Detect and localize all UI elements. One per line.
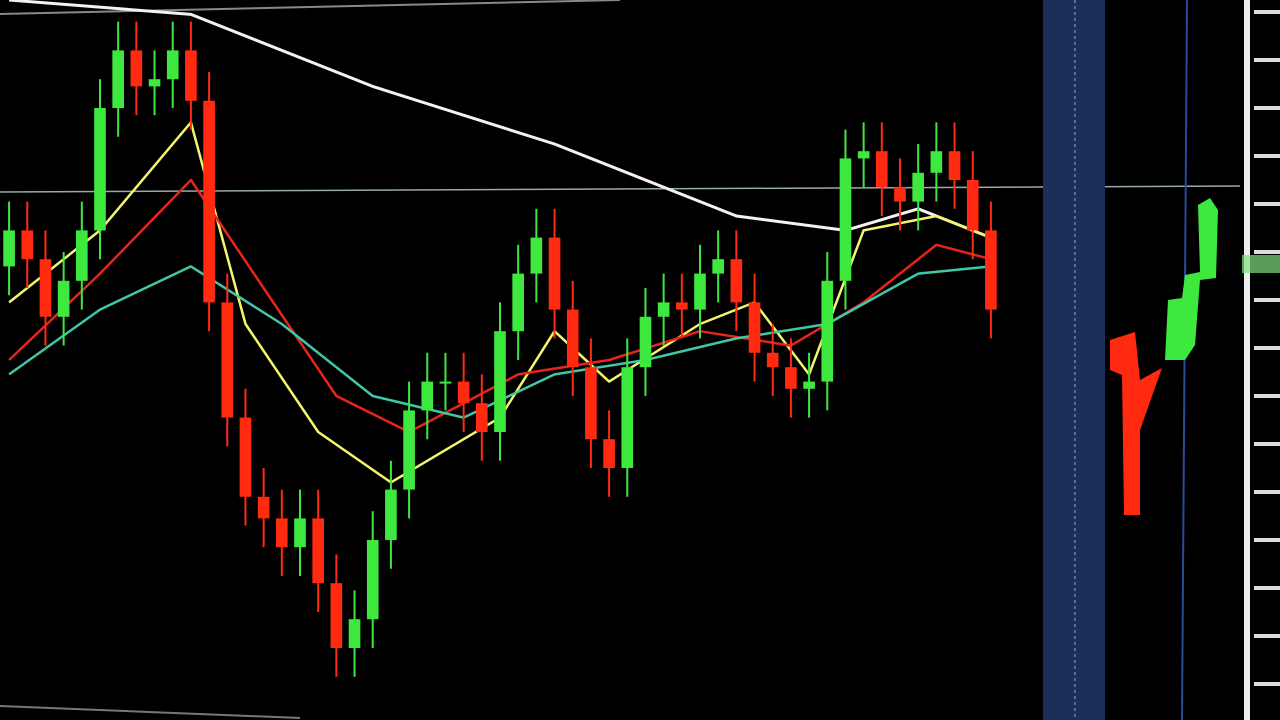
candle-body: [566, 309, 579, 368]
scale-dash: [1254, 10, 1280, 14]
scale-dash: [1254, 202, 1280, 206]
candle-body: [839, 158, 852, 281]
candle-body: [130, 50, 143, 87]
candle-body: [21, 230, 34, 260]
candle-body: [694, 273, 706, 310]
candle-body: [439, 381, 452, 384]
candle-body: [494, 331, 506, 432]
candle-body: [712, 259, 724, 274]
candle-body: [148, 79, 161, 87]
candle-body: [421, 381, 434, 411]
candle-body: [912, 172, 924, 202]
candle-body: [730, 259, 743, 303]
candle-body: [112, 50, 124, 108]
scale-dash: [1254, 106, 1280, 110]
scale-dash: [1254, 586, 1280, 590]
candle-body: [857, 151, 870, 159]
candle-body: [166, 50, 179, 80]
candle-body: [221, 302, 234, 418]
candle-body: [294, 518, 306, 548]
candle-body: [366, 540, 379, 620]
candle-body: [39, 259, 52, 317]
candle-body: [476, 403, 488, 432]
candle-body: [257, 496, 270, 519]
candle-body: [3, 230, 15, 267]
price-marker: [1242, 255, 1280, 273]
candle-body: [639, 316, 652, 368]
candle-body: [403, 410, 415, 490]
candle-body: [748, 302, 761, 353]
candle-body: [76, 230, 88, 281]
side-bar: [1110, 332, 1162, 515]
side-bar: [1165, 198, 1218, 360]
scale-dash: [1254, 634, 1280, 638]
scale-dash: [1254, 298, 1280, 302]
scale-dash: [1254, 58, 1280, 62]
candle-body: [385, 489, 397, 540]
candle-body: [548, 237, 561, 310]
candle-body: [766, 352, 779, 368]
candle-body: [657, 302, 670, 317]
candle-body: [276, 518, 288, 548]
candle-body: [348, 619, 361, 648]
scale-dash: [1254, 538, 1280, 542]
scale-edge: [1244, 0, 1250, 720]
candle-body: [312, 518, 324, 584]
candle-body: [785, 367, 797, 389]
scale-dash: [1254, 490, 1280, 494]
candle-body: [966, 180, 979, 231]
candle-body: [876, 151, 888, 188]
scale-dash: [1254, 442, 1280, 446]
frame-line: [0, 705, 301, 719]
candle-body: [603, 439, 615, 468]
scale-dash: [1254, 394, 1280, 398]
candle-body: [94, 108, 106, 231]
candle-body: [930, 151, 943, 173]
scale-dash: [1254, 682, 1280, 686]
candle-body: [985, 230, 997, 310]
candle-body: [203, 100, 215, 303]
scale-dash: [1254, 154, 1280, 158]
candle-body: [948, 151, 961, 180]
candle-body: [239, 417, 252, 497]
candle-body: [530, 237, 543, 274]
candle-body: [894, 187, 906, 202]
candle-body: [803, 381, 815, 389]
moving-average: [8, 265, 992, 419]
moving-average: [8, 0, 992, 239]
moving-average: [8, 178, 992, 434]
candle-body: [512, 273, 524, 332]
candle-body: [676, 302, 688, 310]
candle-body: [821, 280, 834, 382]
scale: [1254, 10, 1280, 686]
candle-body: [185, 50, 197, 101]
candle-body: [585, 367, 597, 440]
candle-body: [330, 583, 343, 648]
candle-body: [621, 367, 634, 468]
scale-dash: [1254, 346, 1280, 350]
volume-panel: [1043, 0, 1105, 720]
scale-dash: [1254, 250, 1280, 254]
candle-body: [457, 381, 470, 404]
frame-line: [0, 0, 621, 15]
candle-body: [57, 280, 70, 317]
